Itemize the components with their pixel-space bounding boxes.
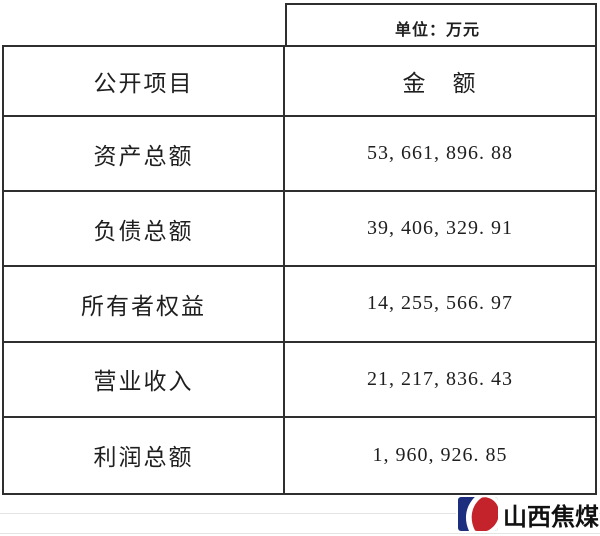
item-cell-total-assets: 资产总额 — [4, 117, 285, 193]
item-cell-operating-revenue: 营业收入 — [4, 342, 285, 418]
item-cell-owners-equity: 所有者权益 — [4, 267, 285, 343]
item-cell-total-profit: 利润总额 — [4, 417, 285, 493]
company-logo: 山西焦煤 — [456, 496, 599, 532]
amount-cell-owners-equity: 14, 255, 566. 97 — [285, 267, 595, 343]
item-cell-total-liabilities: 负债总额 — [4, 192, 285, 268]
sheet-gridline — [0, 513, 600, 514]
table-header-amount: 金 额 — [285, 47, 595, 117]
amount-cell-operating-revenue: 21, 217, 836. 43 — [285, 342, 595, 418]
amount-cell-total-profit: 1, 960, 926. 85 — [285, 417, 595, 493]
company-logo-text: 山西焦煤 — [503, 503, 599, 531]
amount-cell-total-liabilities: 39, 406, 329. 91 — [285, 192, 595, 268]
sheet-gridline — [0, 533, 600, 534]
unit-label: 单位：万元 — [395, 22, 481, 39]
disclosure-table: 公开项目 金 额 资产总额 53, 661, 896. 88 负债总额 39, … — [2, 45, 597, 495]
unit-cell: 单位：万元 — [285, 3, 597, 45]
coal-flame-logo-icon — [458, 497, 498, 531]
amount-cell-total-assets: 53, 661, 896. 88 — [285, 117, 595, 193]
table-header-item: 公开项目 — [4, 47, 285, 117]
